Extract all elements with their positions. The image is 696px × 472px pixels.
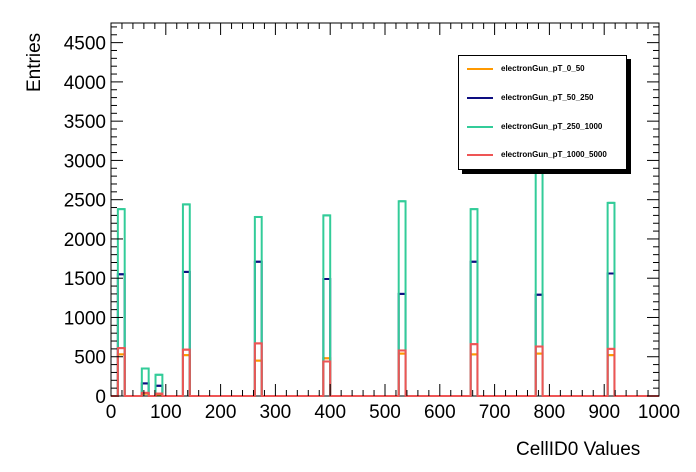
legend-entry-1: electronGun_pT_50_250 <box>459 91 626 105</box>
x-tick-label: 300 <box>260 402 292 423</box>
tick-labels-layer: 0 100 200 300 400 500 600 700 800 900 1000 0 500 1000… <box>64 34 680 423</box>
x-tick-label: 400 <box>314 402 346 423</box>
x-axis-title: CellID0 Values <box>516 439 641 460</box>
series-layer <box>111 169 659 397</box>
x-tick-label: 0 <box>106 402 117 423</box>
legend-swatch-2 <box>467 126 493 128</box>
series-3 <box>111 342 659 397</box>
series-1 <box>111 260 659 397</box>
legend-label-3: electronGun_pT_1000_5000 <box>501 150 607 159</box>
legend-swatch-3 <box>467 154 493 156</box>
legend-swatch-0 <box>467 68 493 70</box>
y-tick-label: 3500 <box>64 112 106 133</box>
y-tick-label: 4500 <box>64 34 106 55</box>
legend-label-2: electronGun_pT_250_1000 <box>501 122 603 131</box>
x-tick-label: 800 <box>534 402 566 423</box>
y-axis-title: Entries <box>24 32 45 92</box>
x-tick-label: 1000 <box>638 402 680 423</box>
series-outline-1 <box>111 260 659 397</box>
y-tick-label: 0 <box>95 387 106 408</box>
series-outline-2 <box>111 169 659 397</box>
y-tick-label: 4000 <box>64 73 106 94</box>
legend-entry-2: electronGun_pT_250_1000 <box>459 120 626 134</box>
y-tick-label: 2000 <box>64 230 106 251</box>
ticks-layer <box>110 23 660 397</box>
y-tick-label: 1500 <box>64 269 106 290</box>
legend-swatch-1 <box>467 97 493 99</box>
y-tick-label: 500 <box>74 348 106 369</box>
x-tick-label: 500 <box>369 402 401 423</box>
series-2 <box>111 169 659 397</box>
y-tick-label: 3000 <box>64 151 106 172</box>
x-tick-label: 700 <box>479 402 511 423</box>
x-tick-label: 200 <box>205 402 237 423</box>
legend-entry-3: electronGun_pT_1000_5000 <box>459 148 626 162</box>
y-tick-label: 1000 <box>64 308 106 329</box>
x-tick-label: 100 <box>150 402 182 423</box>
legend-label-1: electronGun_pT_50_250 <box>501 93 594 102</box>
y-tick-label: 2500 <box>64 191 106 212</box>
x-tick-label: 600 <box>424 402 456 423</box>
legend: electronGun_pT_0_50 electronGun_pT_50_25… <box>458 55 627 170</box>
legend-entry-0: electronGun_pT_0_50 <box>459 62 626 76</box>
legend-label-0: electronGun_pT_0_50 <box>501 64 585 73</box>
x-tick-label: 900 <box>588 402 620 423</box>
